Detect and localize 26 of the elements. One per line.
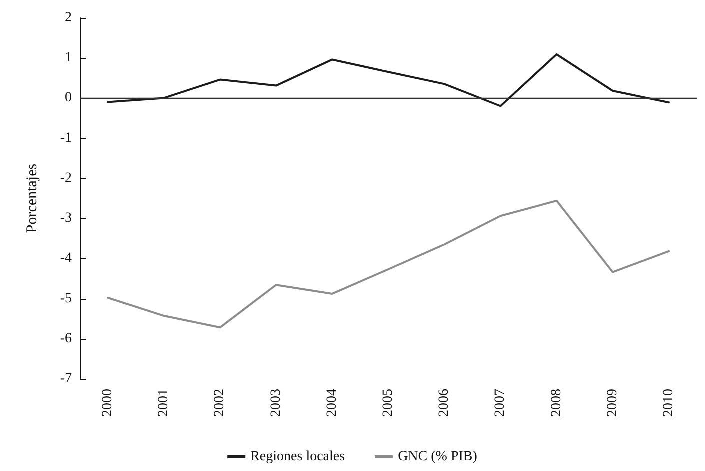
- y-tick-label: -3: [60, 211, 72, 226]
- y-tick-label: -4: [60, 251, 72, 266]
- legend-label: GNC (% PIB): [398, 450, 478, 464]
- legend-label: Regiones locales: [250, 450, 346, 464]
- y-tick-label: 0: [65, 90, 72, 106]
- y-tick-label: 1: [65, 50, 72, 66]
- y-tick-label: -2: [60, 170, 72, 186]
- y-tick-label: -1: [60, 130, 72, 146]
- x-tick-label: 2004: [324, 389, 340, 417]
- x-tick-label: 2009: [605, 389, 620, 417]
- y-tick-label: -7: [60, 372, 72, 386]
- y-axis-title: Porcentajes: [24, 164, 40, 234]
- x-tick-label: 2008: [549, 389, 564, 417]
- x-tick-label: 2001: [156, 389, 172, 417]
- x-tick-label: 2002: [212, 389, 228, 417]
- x-tick-label: 2006: [437, 389, 452, 417]
- y-tick-label: -6: [60, 331, 72, 346]
- x-tick-label: 2003: [268, 389, 284, 417]
- x-tick-label: 2000: [100, 389, 116, 417]
- y-tick-label: 2: [65, 10, 72, 26]
- y-tick-label: -5: [60, 291, 72, 306]
- line-series: [107, 200, 670, 329]
- x-tick-label: 2005: [381, 389, 396, 417]
- line-series: [107, 54, 670, 108]
- x-tick-label: 2010: [661, 389, 676, 417]
- x-tick-label: 2007: [493, 389, 508, 417]
